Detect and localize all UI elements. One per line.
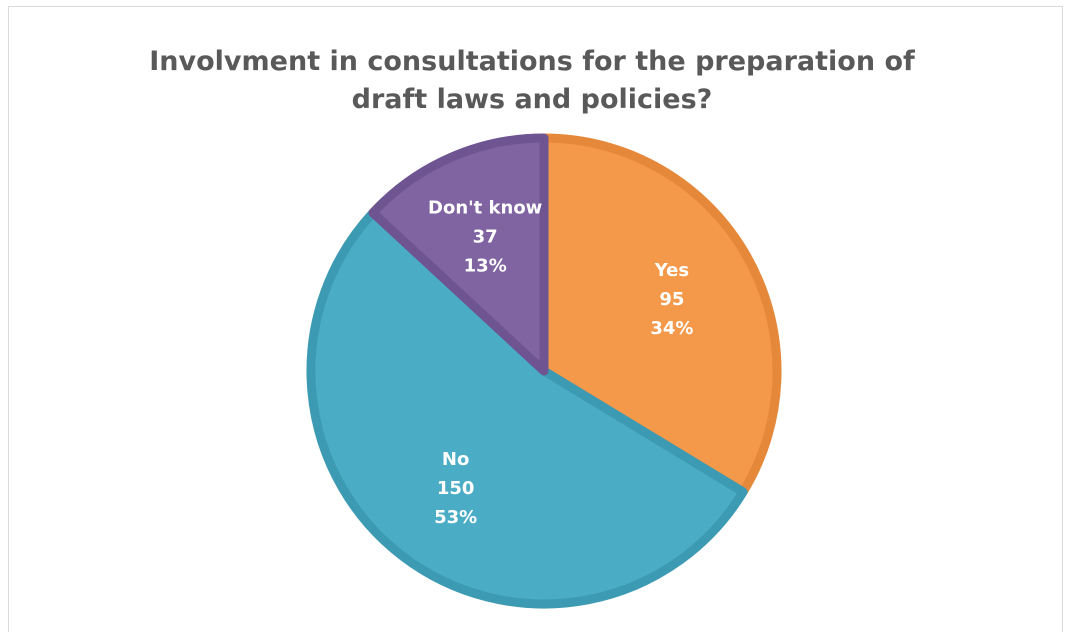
data-label-yes-percent: 34%	[650, 318, 693, 339]
data-label-don-t-know: Don't know 37 13%	[428, 198, 542, 277]
pie-slice-no	[306, 208, 748, 609]
chart-title-line-2: draft laws and policies?	[351, 84, 713, 115]
pie-slice-don-t-know	[368, 133, 549, 376]
data-label-no: No 150 53%	[434, 449, 477, 528]
data-label-don-t-know-value: 37	[473, 227, 498, 248]
data-label-don-t-know-percent: 13%	[464, 256, 507, 277]
data-label-yes-name: Yes	[654, 260, 689, 281]
chart-title-line-1: Involvment in consultations for the prep…	[149, 46, 915, 77]
data-label-yes-value: 95	[659, 289, 684, 310]
data-label-don-t-know-name: Don't know	[428, 198, 542, 219]
data-label-yes: Yes 95 34%	[650, 260, 693, 339]
chart-title: Involvment in consultations for the prep…	[9, 43, 1055, 119]
data-label-no-percent: 53%	[434, 507, 477, 528]
data-label-no-name: No	[442, 449, 469, 470]
data-label-no-value: 150	[437, 478, 475, 499]
